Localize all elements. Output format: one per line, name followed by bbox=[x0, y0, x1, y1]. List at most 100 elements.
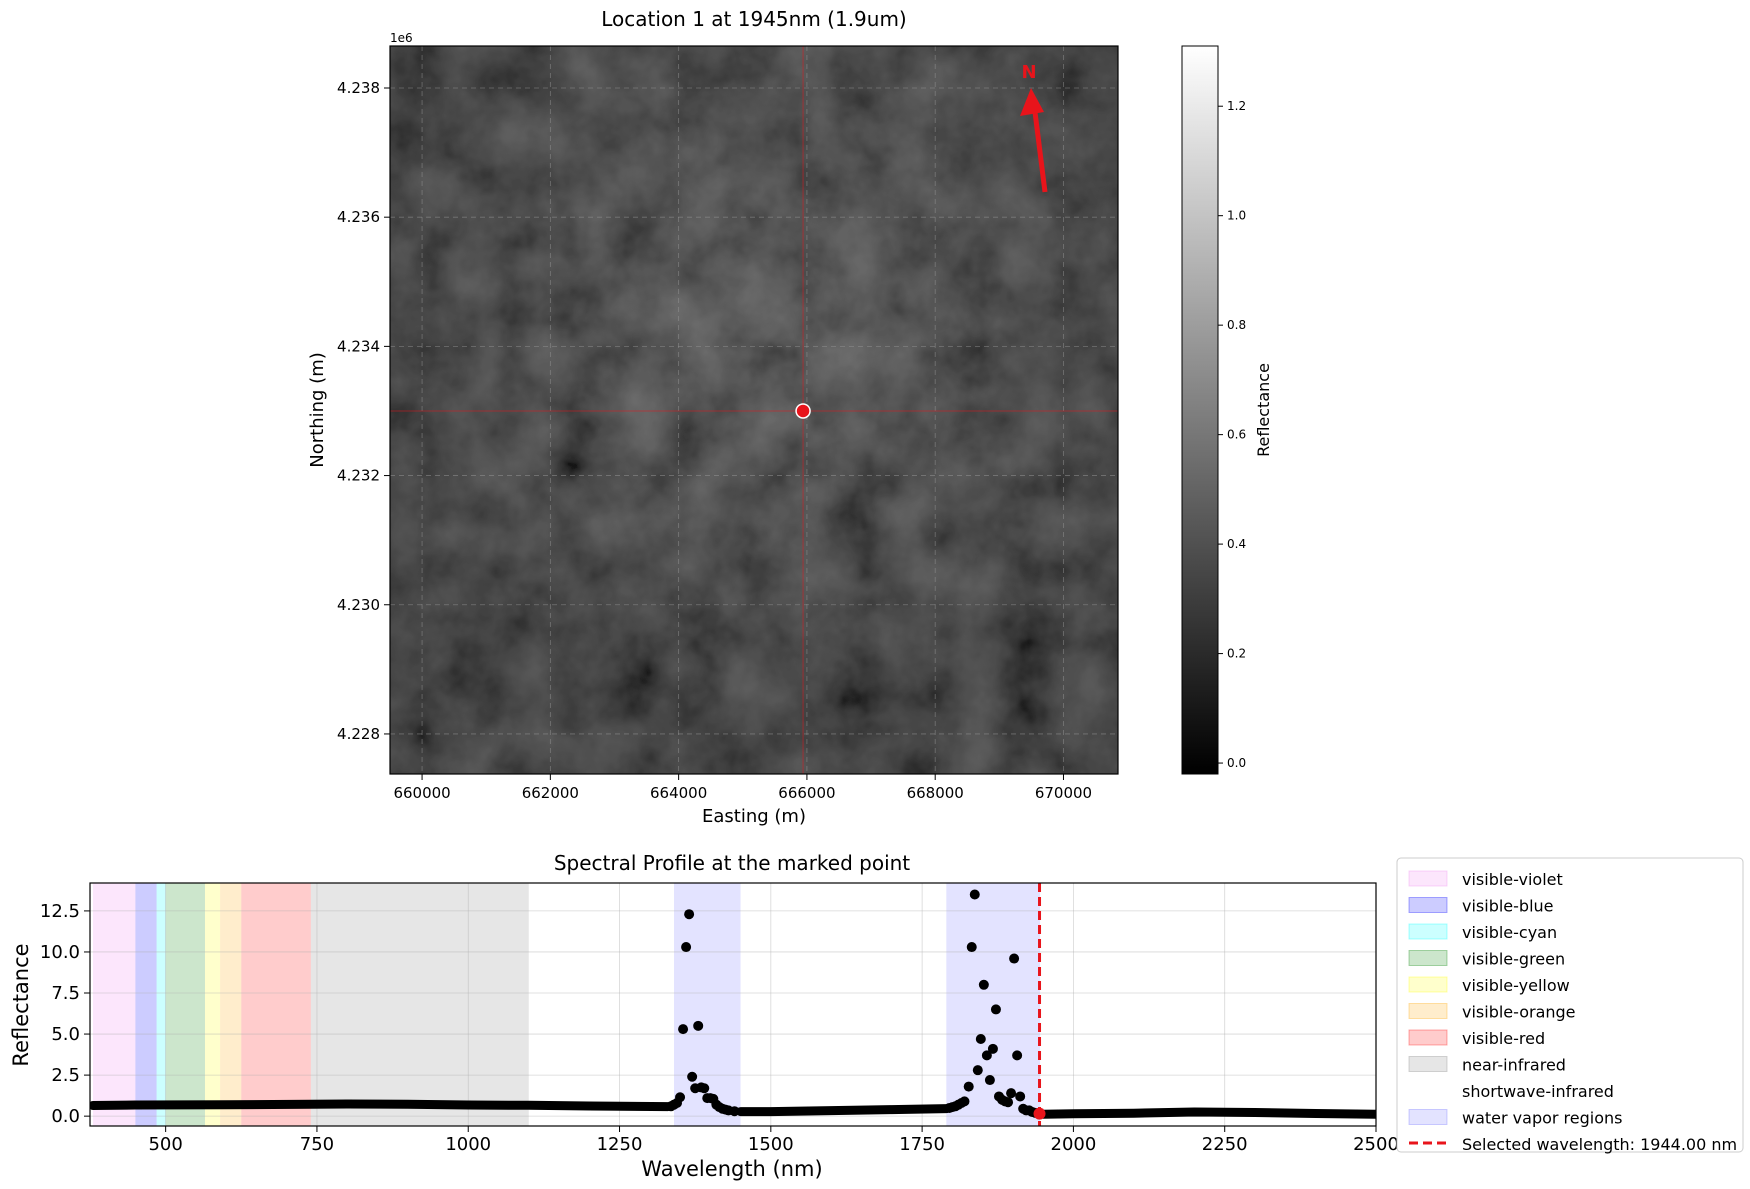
image-y-ticks: 4.228 4.230 4.232 4.234 4.236 4.238 bbox=[337, 79, 390, 743]
colorbar-ticks: 0.0 0.2 0.4 0.6 0.8 1.0 1.2 bbox=[1218, 99, 1246, 770]
spectrum-x-label: Wavelength (nm) bbox=[641, 1157, 822, 1181]
region-visible-cyan bbox=[156, 883, 166, 1126]
image-x-tick-label: 660000 bbox=[393, 784, 450, 802]
image-y-tick-label: 4.234 bbox=[337, 337, 380, 355]
data-point bbox=[684, 909, 695, 920]
legend-swatch bbox=[1408, 897, 1448, 913]
legend-swatch bbox=[1408, 1056, 1448, 1072]
spectrum-x-tick-label: 2250 bbox=[1202, 1134, 1248, 1155]
colorbar-tick-label: 1.2 bbox=[1227, 99, 1246, 113]
image-title: Location 1 at 1945nm (1.9um) bbox=[601, 7, 906, 31]
legend-label: visible-blue bbox=[1462, 897, 1554, 916]
region-visible-orange bbox=[220, 883, 242, 1126]
data-point bbox=[990, 1004, 1001, 1015]
image-y-tick-label: 4.236 bbox=[337, 208, 380, 226]
spectrum-x-tick-label: 1750 bbox=[899, 1134, 945, 1155]
crosshair bbox=[390, 46, 1118, 774]
region-visible-violet bbox=[93, 883, 136, 1126]
data-point bbox=[969, 889, 980, 900]
data-point bbox=[984, 1075, 995, 1086]
legend-label: visible-orange bbox=[1462, 1003, 1576, 1022]
image-x-tick-label: 668000 bbox=[907, 784, 964, 802]
data-point bbox=[693, 1020, 704, 1031]
spectrum-x-tick-label: 500 bbox=[148, 1134, 182, 1155]
image-y-offset: 1e6 bbox=[390, 31, 413, 45]
spectrum-x-ticks: 500 750 1000 1250 1500 1750 2000 2250 2500 bbox=[148, 1126, 1399, 1155]
legend-label: visible-cyan bbox=[1462, 923, 1557, 942]
north-label: N bbox=[1021, 62, 1036, 83]
data-point bbox=[978, 979, 989, 990]
data-point bbox=[699, 1083, 710, 1094]
colorbar-tick-label: 0.8 bbox=[1227, 318, 1246, 332]
region-visible-red bbox=[241, 883, 311, 1126]
selected-wavelength bbox=[1033, 883, 1046, 1126]
spectral-regions bbox=[93, 883, 1041, 1126]
image-y-tick-label: 4.228 bbox=[337, 725, 380, 743]
data-point bbox=[687, 1071, 698, 1082]
colorbar-tick-label: 0.0 bbox=[1227, 756, 1246, 770]
legend-swatch bbox=[1408, 870, 1448, 887]
colorbar-label: Reflectance bbox=[1254, 363, 1273, 457]
spectrum-frame bbox=[89, 882, 1377, 1127]
image-x-tick-label: 664000 bbox=[650, 784, 707, 802]
baseline-points bbox=[736, 1104, 951, 1117]
spectrum-y-label: Reflectance bbox=[9, 943, 33, 1066]
spectrum-x-tick-label: 1000 bbox=[445, 1134, 491, 1155]
image-x-tick-label: 666000 bbox=[778, 784, 835, 802]
region-water-vapor-regions bbox=[946, 883, 1041, 1126]
spectrum-y-tick-label: 0.0 bbox=[51, 1106, 80, 1127]
data-point bbox=[678, 1024, 689, 1035]
data-point bbox=[1006, 1088, 1017, 1099]
spectrum-y-tick-label: 10.0 bbox=[40, 942, 80, 963]
spectrum-y-tick-label: 7.5 bbox=[51, 983, 80, 1004]
data-point bbox=[963, 1081, 974, 1092]
data-point bbox=[681, 942, 692, 953]
data-point bbox=[675, 1092, 686, 1103]
north-arrow-shaft bbox=[1032, 111, 1048, 193]
image-x-tick-label: 670000 bbox=[1035, 784, 1092, 802]
data-point bbox=[975, 1033, 986, 1044]
baseline-points bbox=[1038, 1107, 1376, 1119]
image-x-label: Easting (m) bbox=[702, 806, 806, 827]
data-point bbox=[1012, 1050, 1023, 1061]
spectrum-plot-area bbox=[90, 883, 1376, 1126]
legend-label: near-infrared bbox=[1462, 1056, 1566, 1075]
spectrum-x-tick-label: 1250 bbox=[597, 1134, 643, 1155]
spectrum-y-tick-label: 2.5 bbox=[51, 1065, 80, 1086]
image-y-tick-label: 4.232 bbox=[337, 467, 380, 485]
colorbar-tick-label: 1.0 bbox=[1227, 209, 1246, 223]
image-plot-area bbox=[390, 46, 1118, 774]
legend-label: visible-yellow bbox=[1462, 976, 1570, 995]
legend-swatch bbox=[1408, 1109, 1448, 1125]
data-point bbox=[1009, 953, 1020, 964]
image-y-tick-label: 4.238 bbox=[337, 79, 380, 97]
image-y-label: Northing (m) bbox=[307, 352, 328, 467]
colorbar-tick-label: 0.6 bbox=[1227, 428, 1246, 442]
baseline-points bbox=[90, 1099, 673, 1112]
image-texture bbox=[390, 46, 1118, 774]
data-point bbox=[959, 1096, 970, 1107]
spectrum-grid bbox=[90, 883, 1376, 1126]
data-point bbox=[966, 942, 977, 953]
legend-label: visible-green bbox=[1462, 950, 1565, 969]
data-point bbox=[987, 1043, 998, 1054]
spectrum-baseline bbox=[90, 1099, 1376, 1119]
region-visible-blue bbox=[135, 883, 157, 1126]
north-arrow-head bbox=[1020, 88, 1044, 116]
legend: visible-violet visible-blue visible-cyan vi… bbox=[1396, 857, 1744, 1154]
region-visible-yellow bbox=[204, 883, 221, 1126]
legend-label: water vapor regions bbox=[1462, 1109, 1623, 1128]
colorbar bbox=[1181, 45, 1219, 775]
image-x-tick-label: 662000 bbox=[522, 784, 579, 802]
spectrum-x-tick-label: 1500 bbox=[748, 1134, 794, 1155]
legend-label: Selected wavelength: 1944.00 nm bbox=[1462, 1135, 1737, 1154]
image-x-ticks: 660000 662000 664000 666000 668000 670000 bbox=[393, 774, 1092, 802]
legend-label: shortwave-infrared bbox=[1462, 1082, 1614, 1101]
data-point bbox=[729, 1106, 740, 1117]
legend-label: visible-red bbox=[1462, 1029, 1545, 1048]
data-point bbox=[1015, 1091, 1026, 1102]
spectrum-y-tick-label: 12.5 bbox=[40, 901, 80, 922]
spectrum-y-tick-label: 5.0 bbox=[51, 1024, 80, 1045]
legend-swatch bbox=[1408, 1003, 1448, 1019]
region-visible-green bbox=[165, 883, 205, 1126]
